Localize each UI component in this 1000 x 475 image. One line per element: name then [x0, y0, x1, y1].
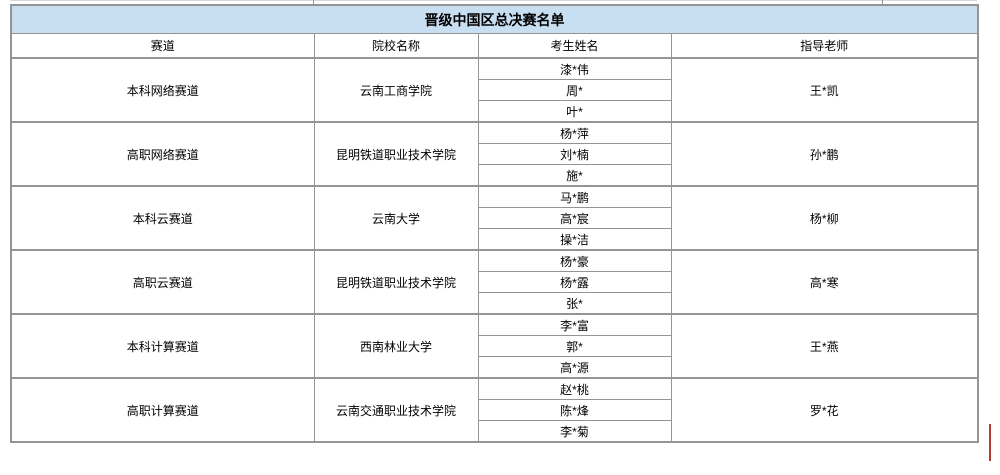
table-title: 晋级中国区总决赛名单 — [10, 4, 979, 34]
student-cell: 周* — [477, 79, 672, 101]
teacher-cell: 罗*花 — [670, 377, 979, 443]
teacher-cell: 王*凯 — [670, 57, 979, 123]
table-row: 本科网络赛道 云南工商学院 漆*伟 王*凯 — [10, 57, 979, 123]
track-cell: 本科云赛道 — [10, 185, 315, 251]
table-row: 刘*楠 — [11, 143, 978, 165]
school-cell: 云南工商学院 — [313, 57, 479, 123]
student-cell: 张* — [477, 292, 672, 315]
table-row: 高*宸 — [11, 207, 978, 229]
student-cell: 施* — [477, 164, 672, 187]
table-row: 李*菊 — [11, 420, 978, 443]
cropped-row-edge — [10, 0, 977, 1]
track-cell: 高职网络赛道 — [10, 121, 315, 187]
school-cell: 云南交通职业技术学院 — [313, 377, 479, 443]
column-header-student: 考生姓名 — [477, 33, 672, 59]
column-header-school: 院校名称 — [313, 33, 479, 59]
finalists-table: 晋级中国区总决赛名单 赛道 院校名称 考生姓名 指导老师 本科网络赛道 云南工商… — [10, 4, 979, 443]
school-cell: 昆明铁道职业技术学院 — [313, 121, 479, 187]
student-cell: 李*菊 — [477, 420, 672, 443]
red-annotation-mark — [989, 424, 991, 461]
student-cell: 叶* — [477, 100, 672, 123]
cropped-row-divider — [313, 0, 314, 5]
table-row: 周* — [11, 79, 978, 101]
student-cell: 陈*烽 — [477, 399, 672, 421]
track-cell: 本科计算赛道 — [10, 313, 315, 379]
table-row: 陈*烽 — [11, 399, 978, 421]
table-row: 高职云赛道 昆明铁道职业技术学院 杨*豪 高*寒 — [10, 249, 979, 315]
table-row: 本科云赛道 云南大学 马*鹏 杨*柳 — [10, 185, 979, 251]
table-row: 杨*露 — [11, 271, 978, 293]
student-cell: 郭* — [477, 335, 672, 357]
student-cell: 杨*露 — [477, 271, 672, 293]
teacher-cell: 杨*柳 — [670, 185, 979, 251]
column-header-teacher: 指导老师 — [670, 33, 979, 59]
column-header-track: 赛道 — [10, 33, 315, 59]
student-cell: 刘*楠 — [477, 143, 672, 165]
student-cell: 杨*豪 — [477, 249, 672, 272]
table-header-row: 赛道 院校名称 考生姓名 指导老师 — [10, 33, 979, 59]
student-cell: 高*宸 — [477, 207, 672, 229]
school-cell: 昆明铁道职业技术学院 — [313, 249, 479, 315]
student-cell: 赵*桃 — [477, 377, 672, 400]
table-row: 高职计算赛道 云南交通职业技术学院 赵*桃 罗*花 — [10, 377, 979, 443]
table-row: 郭* — [11, 335, 978, 357]
student-cell: 操*洁 — [477, 228, 672, 251]
cropped-row-divider — [882, 0, 883, 5]
table-title-row: 晋级中国区总决赛名单 — [10, 4, 979, 34]
school-cell: 西南林业大学 — [313, 313, 479, 379]
student-cell: 杨*萍 — [477, 121, 672, 144]
student-cell: 高*源 — [477, 356, 672, 379]
table-row: 本科计算赛道 西南林业大学 李*富 王*燕 — [10, 313, 979, 379]
school-cell: 云南大学 — [313, 185, 479, 251]
track-cell: 高职云赛道 — [10, 249, 315, 315]
teacher-cell: 高*寒 — [670, 249, 979, 315]
table-row: 高职网络赛道 昆明铁道职业技术学院 杨*萍 孙*鹏 — [10, 121, 979, 187]
student-cell: 马*鹏 — [477, 185, 672, 208]
track-cell: 本科网络赛道 — [10, 57, 315, 123]
track-cell: 高职计算赛道 — [10, 377, 315, 443]
student-cell: 漆*伟 — [477, 57, 672, 80]
teacher-cell: 王*燕 — [670, 313, 979, 379]
table-row: 张* — [11, 292, 978, 315]
student-cell: 李*富 — [477, 313, 672, 336]
teacher-cell: 孙*鹏 — [670, 121, 979, 187]
